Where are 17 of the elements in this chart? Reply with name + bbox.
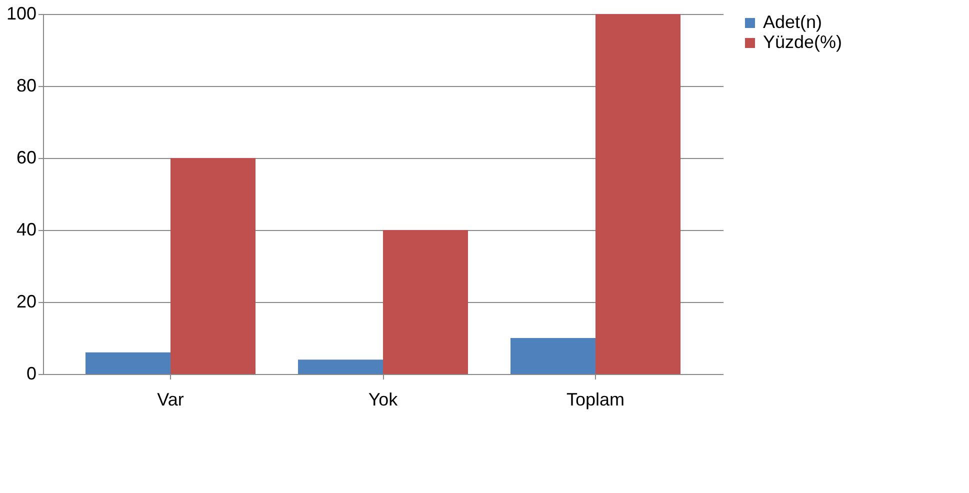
x-tick-label: Toplam — [566, 390, 625, 410]
x-tick-label: Yok — [368, 390, 399, 410]
bar — [596, 14, 680, 374]
y-tick-label: 40 — [16, 220, 36, 240]
legend-label: Adet(n) — [763, 12, 822, 32]
y-tick-label: 60 — [16, 148, 36, 168]
bar — [510, 338, 596, 374]
y-tick-label: 80 — [16, 76, 36, 96]
bar — [86, 352, 170, 374]
y-tick-label: 0 — [26, 364, 36, 384]
y-tick-label: 20 — [16, 292, 36, 312]
x-tick-label: Var — [157, 390, 184, 410]
y-tick-label: 100 — [6, 4, 36, 24]
bar — [170, 158, 256, 374]
legend-label: Yüzde(%) — [763, 32, 842, 52]
bar — [383, 230, 468, 374]
bar — [298, 360, 383, 374]
